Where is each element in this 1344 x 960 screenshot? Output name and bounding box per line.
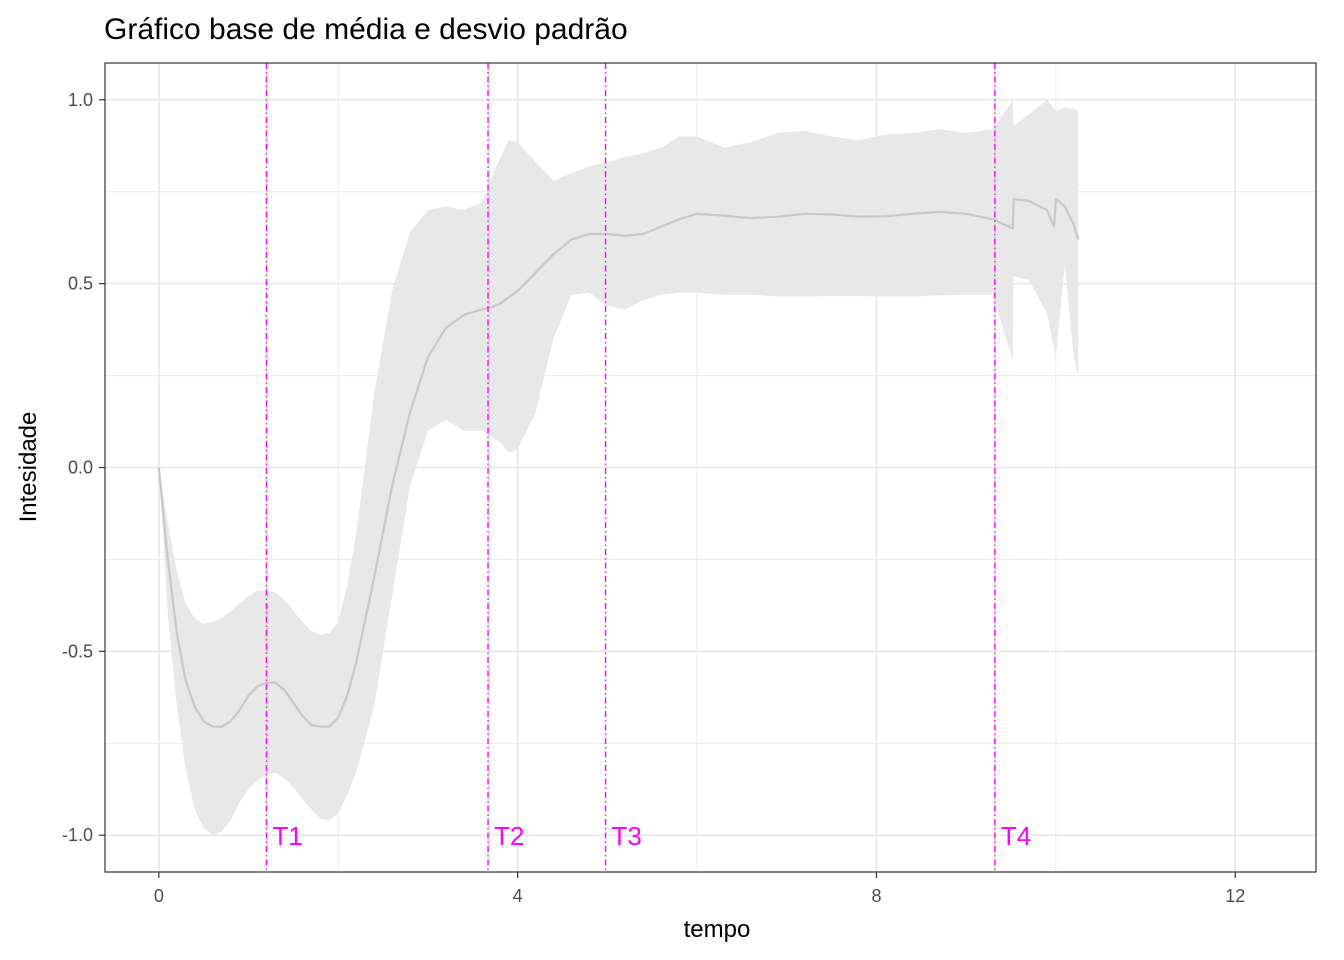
std-band-layer [158,99,1079,836]
x-tick-label: 8 [871,886,881,906]
std-band [158,99,1079,836]
y-tick-label: -1.0 [62,825,93,845]
y-axis-title: Intesidade [15,412,42,523]
event-marker-label: T4 [1001,821,1031,851]
event-marker-label: T1 [272,821,302,851]
x-tick-label: 12 [1225,886,1245,906]
y-axis: -1.0 -0.5 0.0 0.5 1.0 [62,90,105,845]
x-axis-title: tempo [684,916,751,943]
x-axis: 0 4 8 12 [154,872,1245,906]
y-tick-label: 1.0 [68,90,93,110]
event-markers: T1 T2 T3 T4 [265,63,1031,872]
y-tick-label: -0.5 [62,641,93,661]
event-marker-label: T2 [494,821,524,851]
y-tick-label: 0.0 [68,458,93,478]
x-tick-label: 4 [513,886,523,906]
chart-title: Gráfico base de média e desvio padrão [104,13,628,46]
y-tick-label: 0.5 [68,274,93,294]
mean-line [157,198,1080,728]
x-tick-label: 0 [154,886,164,906]
mean-line-layer [157,198,1080,728]
event-marker-label: T3 [612,821,642,851]
